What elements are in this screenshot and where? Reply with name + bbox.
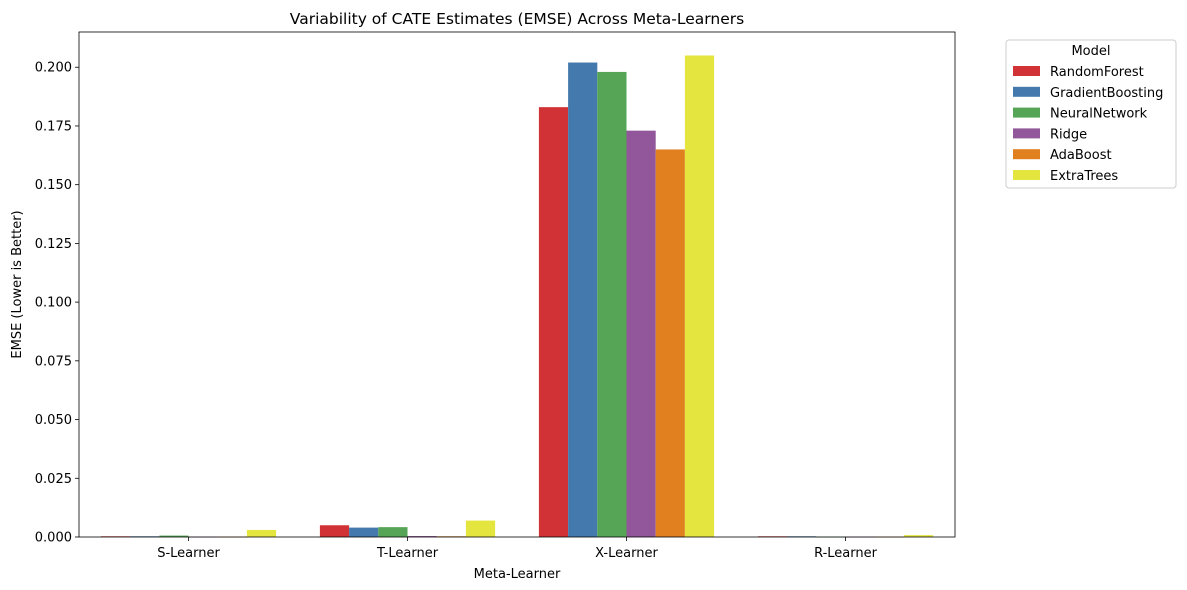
legend-swatch-randomforest <box>1013 66 1040 76</box>
legend-swatch-neuralnetwork <box>1013 107 1040 118</box>
y-tick-label: 0.125 <box>35 237 72 252</box>
x-tick-label: T-Learner <box>376 546 439 561</box>
y-tick-label: 0.050 <box>35 413 72 428</box>
y-tick-label: 0.100 <box>35 296 72 311</box>
bar-gradientboosting-t-learner <box>349 527 379 537</box>
bar-extratrees-x-learner <box>684 55 715 538</box>
legend-label-randomforest: RandomForest <box>1050 65 1144 80</box>
y-axis: 0.000 0.025 0.050 0.075 0.100 0.125 0.150 0.175… <box>35 61 79 546</box>
bar-randomforest-t-learner <box>319 525 350 537</box>
legend-swatch-adaboost <box>1013 149 1040 160</box>
chart-title: Variability of CATE Estimates (EMSE) Acr… <box>290 10 744 28</box>
legend-label-ridge: Ridge <box>1050 127 1087 142</box>
x-tick-label: S-Learner <box>157 546 220 561</box>
legend-label-gradientboosting: GradientBoosting <box>1050 86 1163 101</box>
legend-title: Model <box>1071 44 1110 59</box>
bar-ridge-t-learner <box>407 536 437 537</box>
y-tick-label: 0.200 <box>35 61 72 76</box>
bar-ridge-x-learner <box>626 130 656 537</box>
y-tick-label: 0.150 <box>35 178 72 193</box>
legend-label-extratrees: ExtraTrees <box>1050 169 1118 184</box>
legend-items: RandomForest GradientBoosting NeuralNetwor… <box>1013 65 1163 184</box>
y-tick-label: 0.025 <box>35 472 72 487</box>
bars-group <box>100 55 934 538</box>
x-tick-label: R-Learner <box>814 546 878 561</box>
y-axis-title: EMSE (Lower is Better) <box>10 210 25 358</box>
bar-extratrees-t-learner <box>465 520 496 537</box>
legend-label-neuralnetwork: NeuralNetwork <box>1050 107 1148 122</box>
x-axis-title: Meta-Learner <box>474 567 561 582</box>
bar-gradientboosting-x-learner <box>568 62 598 537</box>
plot-frame <box>78 31 956 538</box>
bar-adaboost-x-learner <box>655 149 685 537</box>
y-tick-label: 0.075 <box>35 354 72 369</box>
bar-extratrees-s-learner <box>246 529 277 537</box>
bar-neuralnetwork-x-learner <box>597 71 627 538</box>
bar-randomforest-x-learner <box>538 107 569 537</box>
legend-swatch-extratrees <box>1013 170 1040 180</box>
bar-neuralnetwork-s-learner <box>159 535 189 537</box>
legend: Model RandomForest GradientBoosting Neural… <box>1005 39 1177 189</box>
y-tick-label: 0.175 <box>35 119 72 134</box>
y-tick-label: 0.000 <box>35 531 72 546</box>
legend-swatch-ridge <box>1013 128 1040 139</box>
legend-box <box>1005 39 1177 189</box>
x-axis: S-Learner T-Learner X-Learner R-Learner <box>157 537 878 561</box>
x-tick-label: X-Learner <box>595 546 658 561</box>
bar-extratrees-r-learner <box>903 535 934 537</box>
legend-label-adaboost: AdaBoost <box>1050 148 1112 163</box>
legend-swatch-gradientboosting <box>1013 86 1040 97</box>
bar-neuralnetwork-t-learner <box>378 527 408 537</box>
